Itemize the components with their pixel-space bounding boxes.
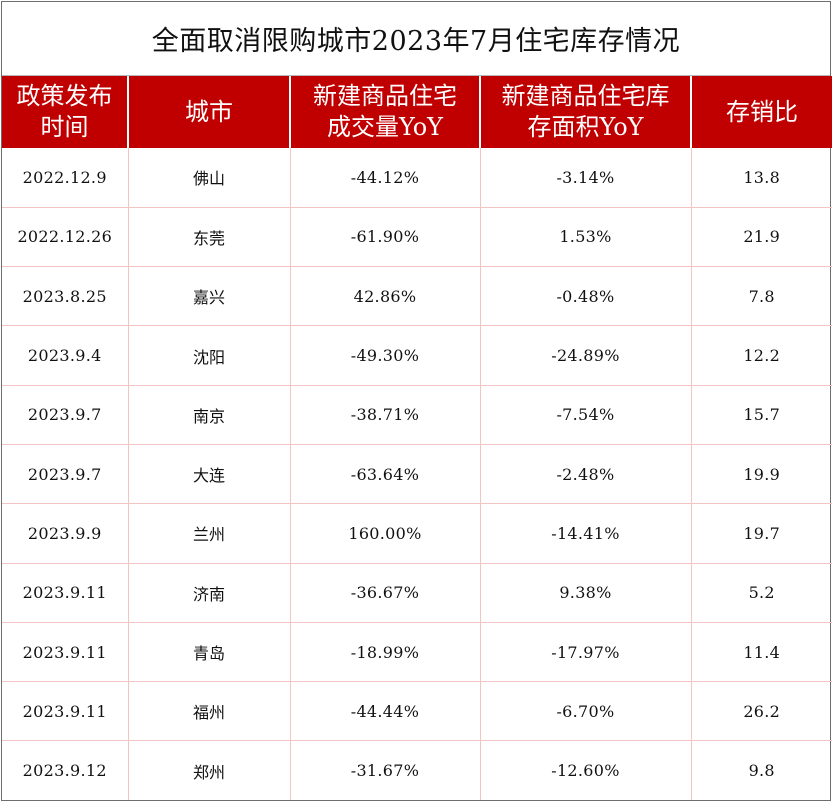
table-title: 全面取消限购城市2023年7月住宅库存情况 [2,2,830,76]
inventory-yoy-cell: -0.48% [480,266,692,327]
ratio-cell: 19.7 [691,503,832,564]
ratio-cell: 11.4 [691,622,832,683]
inventory-yoy-cell: -12.60% [480,740,692,801]
table-header: 政策发布 时间 城市 新建商品住宅 成交量YoY 新建商品住宅库 存面积YoY … [2,76,832,148]
ratio-cell: 12.2 [691,325,832,386]
table-row: 2023.9.7 大连 -63.64% -2.48% 19.9 [2,444,832,505]
header-inventory-sales-ratio: 存销比 [691,76,832,148]
city-cell: 兰州 [128,503,291,564]
policy-date-cell: 2023.8.25 [2,266,129,327]
inventory-yoy-cell: -3.14% [480,148,692,208]
header-inventory-yoy-line2: 存面积YoY [527,113,644,141]
sales-yoy-cell: -36.67% [290,563,481,623]
city-cell: 嘉兴 [128,266,291,327]
ratio-cell: 5.2 [691,563,832,623]
header-sales-yoy-line2: 成交量YoY [326,113,444,141]
policy-date-cell: 2023.9.12 [2,740,129,801]
inventory-yoy-cell: 9.38% [480,563,692,623]
city-cell: 郑州 [128,740,291,801]
ratio-cell: 13.8 [691,148,832,208]
sales-yoy-cell: -63.64% [290,444,481,505]
city-cell: 沈阳 [128,325,291,386]
inventory-yoy-cell: 1.53% [480,207,692,268]
table-row: 2023.9.12 郑州 -31.67% -12.60% 9.8 [2,740,832,801]
inventory-table: 政策发布 时间 城市 新建商品住宅 成交量YoY 新建商品住宅库 存面积YoY … [2,76,832,801]
table-row: 2023.9.11 青岛 -18.99% -17.97% 11.4 [2,622,832,683]
policy-date-cell: 2023.9.11 [2,622,129,683]
policy-date-cell: 2023.9.11 [2,563,129,623]
policy-date-cell: 2023.9.9 [2,503,129,564]
inventory-yoy-cell: -2.48% [480,444,692,505]
ratio-cell: 19.9 [691,444,832,505]
ratio-cell: 9.8 [748,761,775,781]
sales-yoy-cell: 42.86% [290,266,481,327]
policy-date-cell: 2022.12.9 [2,148,129,208]
sales-yoy-cell: 160.00% [290,503,481,564]
header-city: 城市 [128,76,291,148]
header-row: 政策发布 时间 城市 新建商品住宅 成交量YoY 新建商品住宅库 存面积YoY … [2,76,832,148]
inventory-yoy-cell: -17.97% [480,622,692,683]
table-row: 2023.9.7 南京 -38.71% -7.54% 15.7 [2,385,832,445]
table-row: 2023.9.4 沈阳 -49.30% -24.89% 12.2 [2,325,832,386]
city-cell: 福州 [128,681,291,742]
city-cell: 济南 [128,563,291,623]
sales-yoy-cell: -38.71% [290,385,481,445]
sales-yoy-cell: -49.30% [290,325,481,386]
city-cell: 青岛 [128,622,291,683]
ratio-cell: 26.2 [691,681,832,742]
ratio-cell: 7.8 [691,266,832,327]
city-cell: 南京 [128,385,291,445]
policy-date-cell: 2022.12.26 [2,207,129,268]
inventory-yoy-cell: -14.41% [480,503,692,564]
header-policy-date-line2: 时间 [40,113,89,141]
table-row: 2023.8.25 嘉兴 42.86% -0.48% 7.8 [2,266,832,327]
table-row: 2023.9.9 兰州 160.00% -14.41% 19.7 [2,503,832,564]
sales-yoy-cell: -44.44% [290,681,481,742]
ratio-cell: 15.7 [691,385,832,445]
header-inventory-yoy-line1: 新建商品住宅库 [501,82,670,110]
header-city-label: 城市 [185,97,233,126]
city-cell: 佛山 [128,148,291,208]
sales-yoy-cell: -31.67% [290,740,481,801]
header-sales-yoy-line1: 新建商品住宅 [313,82,457,110]
header-policy-date: 政策发布 时间 [2,76,129,148]
table-row: 2022.12.26 东莞 -61.90% 1.53% 21.9 [2,207,832,268]
header-policy-date-line1: 政策发布 [16,82,113,110]
city-cell: 大连 [128,444,291,505]
policy-date-cell: 2023.9.7 [2,444,129,505]
table-row: 2023.9.11 济南 -36.67% 9.38% 5.2 [2,563,832,623]
sales-yoy-cell: -61.90% [290,207,481,268]
policy-date-cell: 2023.9.4 [2,325,129,386]
inventory-yoy-cell: -7.54% [480,385,692,445]
header-ratio-label: 存销比 [726,97,798,126]
policy-date-cell: 2023.9.11 [2,681,129,742]
sales-yoy-cell: -18.99% [290,622,481,683]
inventory-yoy-cell: -6.70% [480,681,692,742]
header-sales-yoy: 新建商品住宅 成交量YoY [290,76,481,148]
sales-yoy-cell: -44.12% [290,148,481,208]
city-cell: 东莞 [128,207,291,268]
inventory-yoy-cell: -24.89% [480,325,692,386]
ratio-cell: 21.9 [691,207,832,268]
table-row: 2022.12.9 佛山 -44.12% -3.14% 13.8 [2,148,832,208]
table-row: 2023.9.11 福州 -44.44% -6.70% 26.2 [2,681,832,742]
policy-date-cell: 2023.9.7 [2,385,129,445]
table-body: 2022.12.9 佛山 -44.12% -3.14% 13.8 2022.12.26 东莞… [2,148,832,801]
header-inventory-yoy: 新建商品住宅库 存面积YoY [480,76,692,148]
